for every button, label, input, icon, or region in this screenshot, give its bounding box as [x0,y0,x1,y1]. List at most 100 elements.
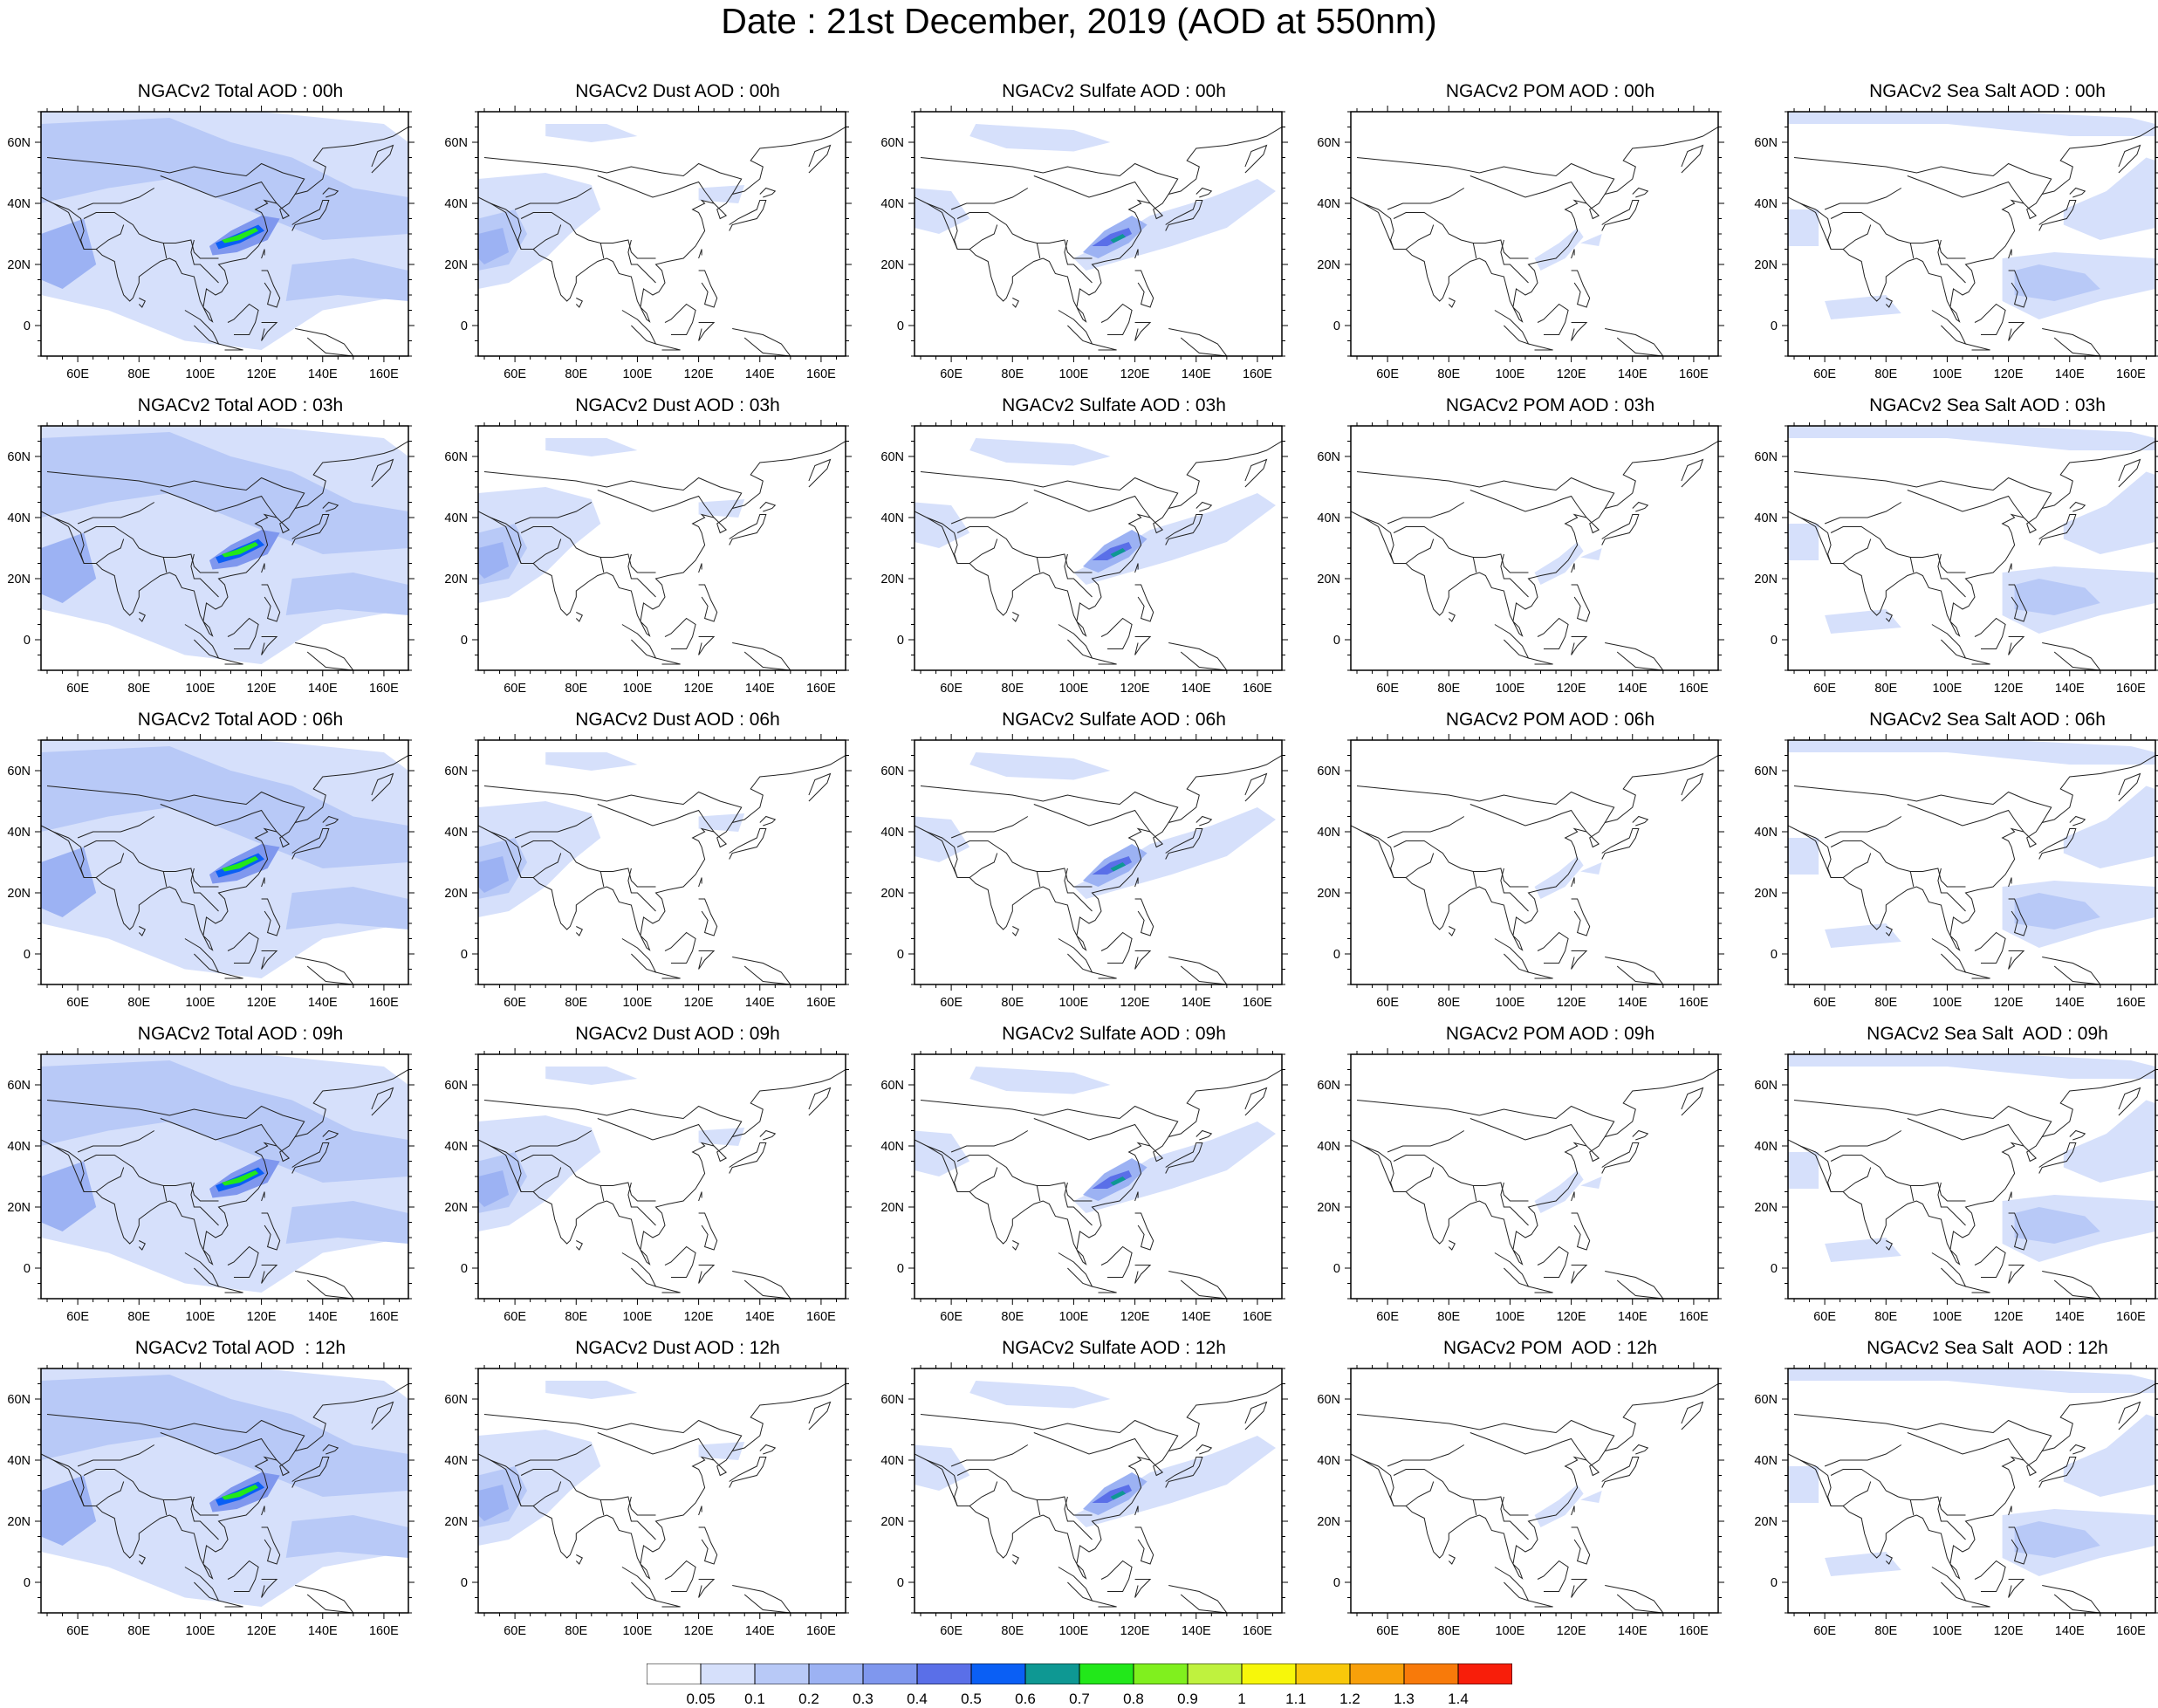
map-panel: NGACv2 Dust AOD : 03h 60E 80E 100E 120E 140E 1… [444,394,879,709]
map-panel: NGACv2 Total AOD : 06h 60E 80E 100E 120E 140E… [7,709,442,1023]
aod-plume [1534,1485,1584,1527]
aod-plume [1788,1466,1819,1503]
coastline [162,243,168,259]
coastline [1907,1118,2024,1147]
coastline [2069,187,2086,198]
coastline [52,1459,85,1506]
coastline [2069,1444,2086,1455]
lon-tick-label: 160E [1243,367,1272,381]
panel-title: NGACv2 Total AOD : 00h [137,81,344,101]
aod-plume [1073,1122,1276,1213]
coastline [190,868,219,912]
coastline [322,815,339,827]
coastline [920,157,1179,195]
coastline [1909,243,1915,259]
lon-tick-label: 60E [940,1624,963,1638]
coastline [1537,303,1569,335]
lat-tick-label: 40N [444,1454,468,1468]
lat-tick-label: 0 [461,319,468,333]
aod-plume [1825,1238,1901,1262]
aod-plume [1110,234,1127,244]
coastline [627,868,656,912]
coastline [729,514,767,545]
colorbar-label: 1.2 [1339,1691,1360,1707]
lat-tick-label: 60N [444,450,468,464]
coastline [41,441,408,637]
coastline [698,1506,702,1516]
lon-tick-label: 100E [622,1310,652,1324]
coastline [261,563,265,573]
lon-tick-label: 140E [1182,1310,1211,1324]
coastline [46,157,305,195]
lon-tick-label: 160E [1679,682,1709,696]
coastline [483,785,743,823]
coastline [1100,931,1133,964]
lon-tick-label: 160E [806,1624,836,1638]
coastline [1472,871,1477,888]
coastline [1134,898,1154,936]
coastline [83,840,219,888]
map-panel: NGACv2 POM AOD : 03h 60E 80E 100E 120E 140E 16… [1317,394,1751,709]
aod-plume [2063,471,2155,554]
aod-map: 60E 80E 100E 120E 140E 160E 60N 40N 20N 0 [1754,1362,2158,1638]
lat-tick-label: 20N [7,573,31,586]
aod-plume [1788,1152,1819,1189]
aod-plume [222,1485,259,1500]
coastline [1601,514,1640,545]
coastline [1195,815,1213,827]
coastline [295,328,354,356]
lon-tick-label: 140E [1618,1624,1648,1638]
coastline [969,538,998,564]
coastline [1244,772,1268,802]
coastline [1500,1496,1529,1540]
aod-plume [1825,295,1901,319]
aod-plume [545,752,638,771]
lat-tick-label: 60N [1754,136,1778,150]
coastline [1469,1118,1587,1147]
lat-tick-label: 60N [444,136,468,150]
lon-tick-label: 60E [504,996,526,1010]
coastline [1974,303,2006,335]
coastline [627,553,656,598]
lon-tick-label: 80E [1874,682,1897,696]
coastline [95,538,125,564]
coastline [1931,624,1967,659]
coastline [2118,772,2141,802]
aod-map: 60E 80E 100E 120E 140E 160E 60N 40N 20N 0 [880,1362,1288,1638]
coastline [1058,1252,1093,1287]
coastline [1469,490,1587,518]
panel-title: NGACv2 Total AOD : 06h [137,710,344,730]
aod-plume [1788,112,2155,136]
panel-title: NGACv2 Dust AOD : 09h [575,1024,780,1044]
lon-tick-label: 140E [308,1624,338,1638]
lat-tick-label: 60N [7,1079,31,1093]
lat-tick-label: 0 [1333,634,1340,648]
lat-tick-label: 20N [880,887,904,901]
lon-tick-label: 140E [745,1624,775,1638]
lon-tick-label: 100E [1932,1310,1962,1324]
lon-tick-label: 60E [66,996,89,1010]
lon-tick-label: 160E [369,367,399,381]
aod-plume [2014,264,2100,301]
coastline [227,1245,259,1278]
coastline [729,828,767,860]
coastline [1393,212,1529,259]
coastline [1036,1499,1041,1516]
lat-tick-label: 40N [1754,1454,1778,1468]
coastline [2008,1265,2025,1284]
aod-plume [969,752,1111,780]
colorbar-label: 0.4 [907,1691,928,1707]
coastline [1799,831,1832,878]
coastline [1064,868,1093,912]
coastline [1387,1444,1465,1467]
aod-plume [1788,426,2155,450]
lon-tick-label: 60E [504,682,526,696]
lon-tick-label: 140E [2055,1624,2085,1638]
coastline [490,517,522,564]
coastline [160,175,277,204]
coastline [77,816,155,839]
coastline [1448,1554,1456,1565]
aod-plume [2014,579,2100,615]
coastline [1537,931,1569,964]
coastline [664,303,696,335]
